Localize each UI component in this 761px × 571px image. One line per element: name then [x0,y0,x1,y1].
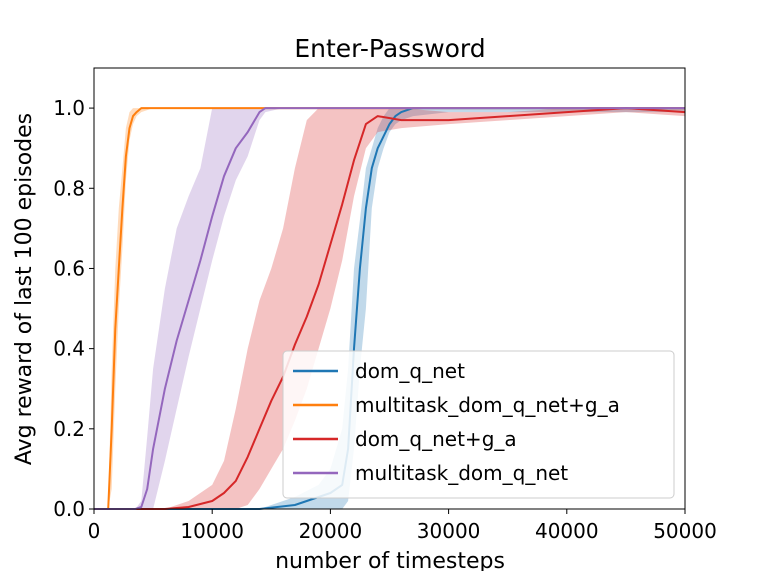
band-multitask-dom-q-net [94,108,685,509]
x-tick-label: 10000 [180,519,244,543]
legend: dom_q_net multitask_dom_q_net+g_a dom_q_ne… [282,350,675,499]
line-dom-q-net-g-a [94,107,686,510]
y-tick-label: 0.8 [53,176,85,200]
y-axis-label: Avg reward of last 100 episodes [12,113,37,465]
x-tick-label: 50000 [653,519,717,543]
x-tick-label: 30000 [417,519,481,543]
x-tick-label: 40000 [535,519,599,543]
plot-frame [93,67,686,510]
line-multitask-dom-q-net [94,107,685,510]
legend-label: dom_q_net+g_a [355,427,517,451]
x-axis-label: number of timesteps [275,549,505,571]
band-dom-q-net-g-a [94,108,685,509]
legend-box [282,350,675,499]
x-tick-label: 0 [88,519,101,543]
legend-label: multitask_dom_q_net [355,461,568,485]
confidence-bands [94,108,685,509]
y-tick-label: 0.0 [53,497,85,521]
y-tick-label: 1.0 [53,96,85,120]
y-tick-label: 0.4 [53,337,85,361]
x-tick-label: 20000 [299,519,363,543]
y-axis-ticks: 0.0 0.2 0.4 0.6 0.8 1.0 [53,96,94,521]
x-axis-ticks: 0 10000 20000 30000 40000 50000 [88,509,717,543]
chart-title: Enter-Password [294,34,485,63]
y-tick-label: 0.2 [53,417,85,441]
legend-label: dom_q_net [355,359,465,383]
y-tick-label: 0.6 [53,256,85,280]
legend-label: multitask_dom_q_net+g_a [355,393,620,417]
